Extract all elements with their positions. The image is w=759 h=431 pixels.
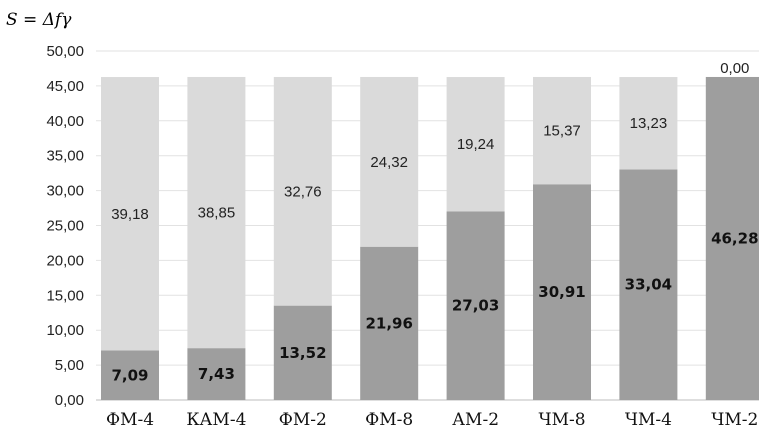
y-tick-label: 0,00 xyxy=(55,392,84,409)
y-axis-label: S = Δfγ xyxy=(6,10,72,30)
bars xyxy=(101,76,759,400)
bar-segment-lower xyxy=(360,246,419,400)
bar-segment-lower xyxy=(273,305,332,400)
data-label-lower: 21,96 xyxy=(365,314,412,332)
bar-segment-upper xyxy=(101,77,159,351)
y-tick-label: 5,00 xyxy=(55,357,84,374)
y-tick-label: 15,00 xyxy=(46,287,84,304)
bar-segment-lower xyxy=(619,169,678,400)
data-label-lower: 13,52 xyxy=(279,344,326,362)
x-category-label: ЧМ-4 xyxy=(625,410,672,430)
data-label-lower: 27,03 xyxy=(452,297,499,315)
data-label-upper: 0,00 xyxy=(720,60,749,77)
y-axis-ticks: 0,00 5,00 10,00 15,00 20,00 25,00 30,00 35,00 40… xyxy=(46,43,84,409)
x-axis-categories: ФМ-4 КАМ-4 ФМ-2 ФМ-8 АМ-2 ЧМ-8 ЧМ-4 ЧМ-2 xyxy=(106,410,758,430)
data-label-lower: 33,04 xyxy=(625,276,672,294)
bar-segment-upper xyxy=(619,77,678,170)
y-tick-label: 25,00 xyxy=(46,218,84,235)
bar-segment-upper xyxy=(533,76,591,185)
bar-segment-upper xyxy=(360,76,419,247)
bar-segment-lower xyxy=(705,76,759,400)
bar-segment-lower xyxy=(533,184,591,400)
data-label-lower: 7,43 xyxy=(198,365,235,383)
bar-segment-lower xyxy=(187,348,246,400)
y-tick-label: 20,00 xyxy=(46,252,84,269)
x-category-label: ФМ-4 xyxy=(106,410,154,430)
bar-segment-upper xyxy=(187,76,246,349)
y-tick-label: 40,00 xyxy=(46,113,84,130)
y-tick-label: 45,00 xyxy=(46,78,84,95)
bar-segment-lower xyxy=(101,350,159,400)
y-tick-label: 30,00 xyxy=(46,183,84,200)
x-category-label: КАМ-4 xyxy=(186,410,246,430)
data-label-upper: 39,18 xyxy=(111,206,149,223)
x-category-label: ФМ-2 xyxy=(279,410,327,430)
data-label-lower: 30,91 xyxy=(538,283,585,301)
y-tick-label: 10,00 xyxy=(46,322,84,339)
bar-segment-upper xyxy=(273,76,332,306)
data-label-upper: 19,24 xyxy=(457,136,495,153)
x-category-label: ЧМ-8 xyxy=(538,410,585,430)
data-label-upper: 38,85 xyxy=(198,205,236,222)
data-labels: 7,09 39,18 7,43 38,85 13,52 32,76 21,96 24,32 27… xyxy=(111,60,758,384)
bar-segment-upper xyxy=(446,77,505,212)
data-label-lower: 46,28 xyxy=(711,229,758,247)
x-category-label: ФМ-8 xyxy=(365,410,413,430)
data-label-upper: 32,76 xyxy=(284,183,322,200)
y-tick-label: 50,00 xyxy=(46,43,84,60)
y-tick-label: 35,00 xyxy=(46,148,84,165)
bar-segment-lower xyxy=(446,211,505,400)
data-label-upper: 15,37 xyxy=(543,123,581,140)
data-label-upper: 13,23 xyxy=(630,115,668,132)
x-category-label: ЧМ-2 xyxy=(711,410,758,430)
data-label-lower: 7,09 xyxy=(111,366,148,384)
x-category-label: АМ-2 xyxy=(452,410,499,430)
data-label-upper: 24,32 xyxy=(370,154,408,171)
